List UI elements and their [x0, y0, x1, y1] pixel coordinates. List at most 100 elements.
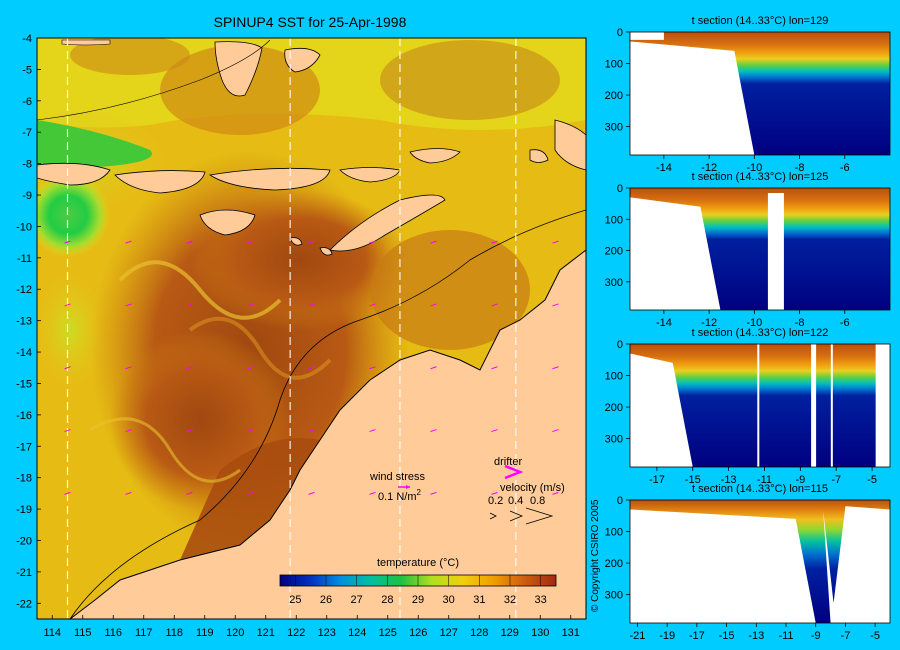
- section-panels: t section (14..33°C) lon=129 0 100 200 300 -1…: [605, 15, 891, 642]
- land-alor: [339, 167, 401, 183]
- colorbar-tick-label: 28: [381, 594, 393, 606]
- copyright-text: © Copyright CSIRO 2005: [590, 499, 601, 612]
- section-y-tick-label: 200: [605, 402, 623, 414]
- section-x-tick-label: -6: [840, 162, 850, 174]
- land-sumbawa: [114, 170, 206, 194]
- map-y-tick-label: -17: [16, 441, 32, 453]
- wind-arrow: [430, 429, 437, 433]
- map-x-tick-label: 121: [257, 627, 275, 639]
- section-x-tick-label: -9: [811, 630, 821, 642]
- isobath-line: [69, 209, 586, 619]
- section-shelf: [630, 32, 664, 40]
- map-x-tick-label: 129: [501, 627, 519, 639]
- map-x-tick-label: 114: [43, 627, 61, 639]
- velocity-scale-2: 0.4: [508, 495, 523, 507]
- land-flores: [208, 167, 331, 191]
- section-x-tick-label: -15: [685, 474, 701, 486]
- land-wetar: [409, 148, 461, 164]
- section-x-tick-label: -8: [795, 162, 805, 174]
- section-x-tick-label: -17: [649, 474, 665, 486]
- section-x-tick-label: -13: [748, 630, 764, 642]
- map-x-tick-label: 125: [379, 627, 397, 639]
- wind-arrow: [491, 491, 498, 495]
- map-y-tick-label: -7: [22, 127, 32, 139]
- map-y-tick-label: -22: [16, 598, 32, 610]
- section-panel: t section (14..33°C) lon=115 0 100 200 300 -2…: [605, 483, 891, 642]
- section-bathymetry: [630, 509, 816, 623]
- sst-swirl-1: [118, 260, 282, 320]
- map-title: SPINUP4 SST for 25-Apr-1998: [214, 14, 407, 30]
- wind-arrow: [430, 240, 437, 244]
- wind-legend-arrowhead: [406, 485, 410, 489]
- section-frame: [629, 499, 891, 624]
- wind-arrow: [125, 429, 132, 433]
- map-y-tick-label: -8: [22, 159, 32, 171]
- wind-arrow: [186, 429, 193, 433]
- map-x-tick-label: 122: [287, 627, 305, 639]
- colorbar-ticks: 25 26 27 28 29 30 31 32 33: [289, 575, 547, 606]
- wind-legend-label: wind stress: [369, 471, 426, 483]
- wind-arrow: [64, 491, 71, 495]
- section-bathymetry: [630, 353, 693, 467]
- section-gap: [830, 344, 833, 467]
- section-panel: t section (14..33°C) lon=129 0 100 200 300 -1…: [605, 15, 891, 174]
- section-y-tick-label: 200: [605, 558, 623, 570]
- section-bathymetry-east: [823, 506, 890, 623]
- sst-map: [37, 38, 586, 619]
- land-tanimbar: [554, 119, 586, 171]
- section-panel: t section (14..33°C) lon=122 0 100 200 300 -1…: [605, 327, 891, 486]
- section-x-tick-label: -7: [831, 474, 841, 486]
- wind-scale-value: 0.1 N/m: [378, 491, 417, 503]
- wind-arrow: [308, 240, 315, 244]
- map-y-tick-label: -9: [22, 190, 32, 202]
- section-x-tick-label: -12: [701, 162, 717, 174]
- section-x-tick-label: -11: [778, 630, 793, 642]
- section-x-tick-label: -5: [867, 474, 877, 486]
- wind-arrow: [308, 303, 315, 307]
- colorbar-tick-label: 30: [443, 594, 455, 606]
- wind-arrow: [369, 491, 376, 495]
- wind-arrow: [64, 429, 71, 433]
- sst-warm-patch-north3: [70, 38, 190, 75]
- section-bathymetry: [630, 41, 755, 155]
- section-x-tick-label: -6: [840, 317, 850, 329]
- map-x-tick-label: 128: [470, 627, 488, 639]
- colorbar-tick-label: 32: [504, 594, 516, 606]
- map-y-tick-label: -15: [16, 378, 32, 390]
- section-panel: t section (14..33°C) lon=125 0 100 200 300 -1…: [605, 171, 891, 329]
- map-x-tick-label: 120: [226, 627, 244, 639]
- section-x-tick-label: -14: [656, 162, 672, 174]
- section-title: t section (14..33°C) lon=125: [692, 171, 829, 183]
- colorbar-tick-label: 26: [320, 594, 332, 606]
- section-title: t section (14..33°C) lon=115: [692, 483, 828, 495]
- map-y-tick-label: -10: [16, 221, 32, 233]
- map-frame: [36, 37, 587, 620]
- section-y-tick-label: 200: [605, 90, 623, 102]
- land-australia: [69, 249, 586, 619]
- wind-arrow: [552, 366, 559, 370]
- section-x-tick-label: -11: [757, 474, 772, 486]
- section-y-tick-label: 0: [617, 27, 623, 39]
- isobath-north: [37, 39, 271, 121]
- map-y-tick-label: -12: [16, 284, 32, 296]
- sst-swirl-3: [188, 316, 332, 380]
- section-x-tick-label: -14: [656, 317, 672, 329]
- map-x-tick-label: 123: [318, 627, 336, 639]
- colorbar-tick-label: 33: [535, 594, 547, 606]
- section-frame: [629, 31, 891, 156]
- wind-arrow: [369, 240, 376, 244]
- map-x-tick-label: 117: [135, 627, 153, 639]
- section-y-tick-label: 300: [605, 122, 623, 134]
- section-x-tick-label: -17: [689, 630, 705, 642]
- map-x-tick-label: 130: [531, 627, 549, 639]
- map-y-axis: -4 -5 -6 -7 -8 -9 -10 -11 -12 -13 -14 -15 -16 -17 -18 -…: [16, 33, 41, 610]
- colorbar-tick-label: 27: [351, 594, 363, 606]
- wind-arrow: [186, 366, 193, 370]
- section-lines: [66, 38, 517, 619]
- wind-arrow: [491, 366, 498, 370]
- wind-arrow: [247, 429, 254, 433]
- map-y-tick-label: -19: [16, 504, 32, 516]
- section-title: t section (14..33°C) lon=129: [692, 15, 829, 27]
- drifter-legend: drifter velocity (m/s) 0.2 0.4 0.8: [488, 456, 565, 525]
